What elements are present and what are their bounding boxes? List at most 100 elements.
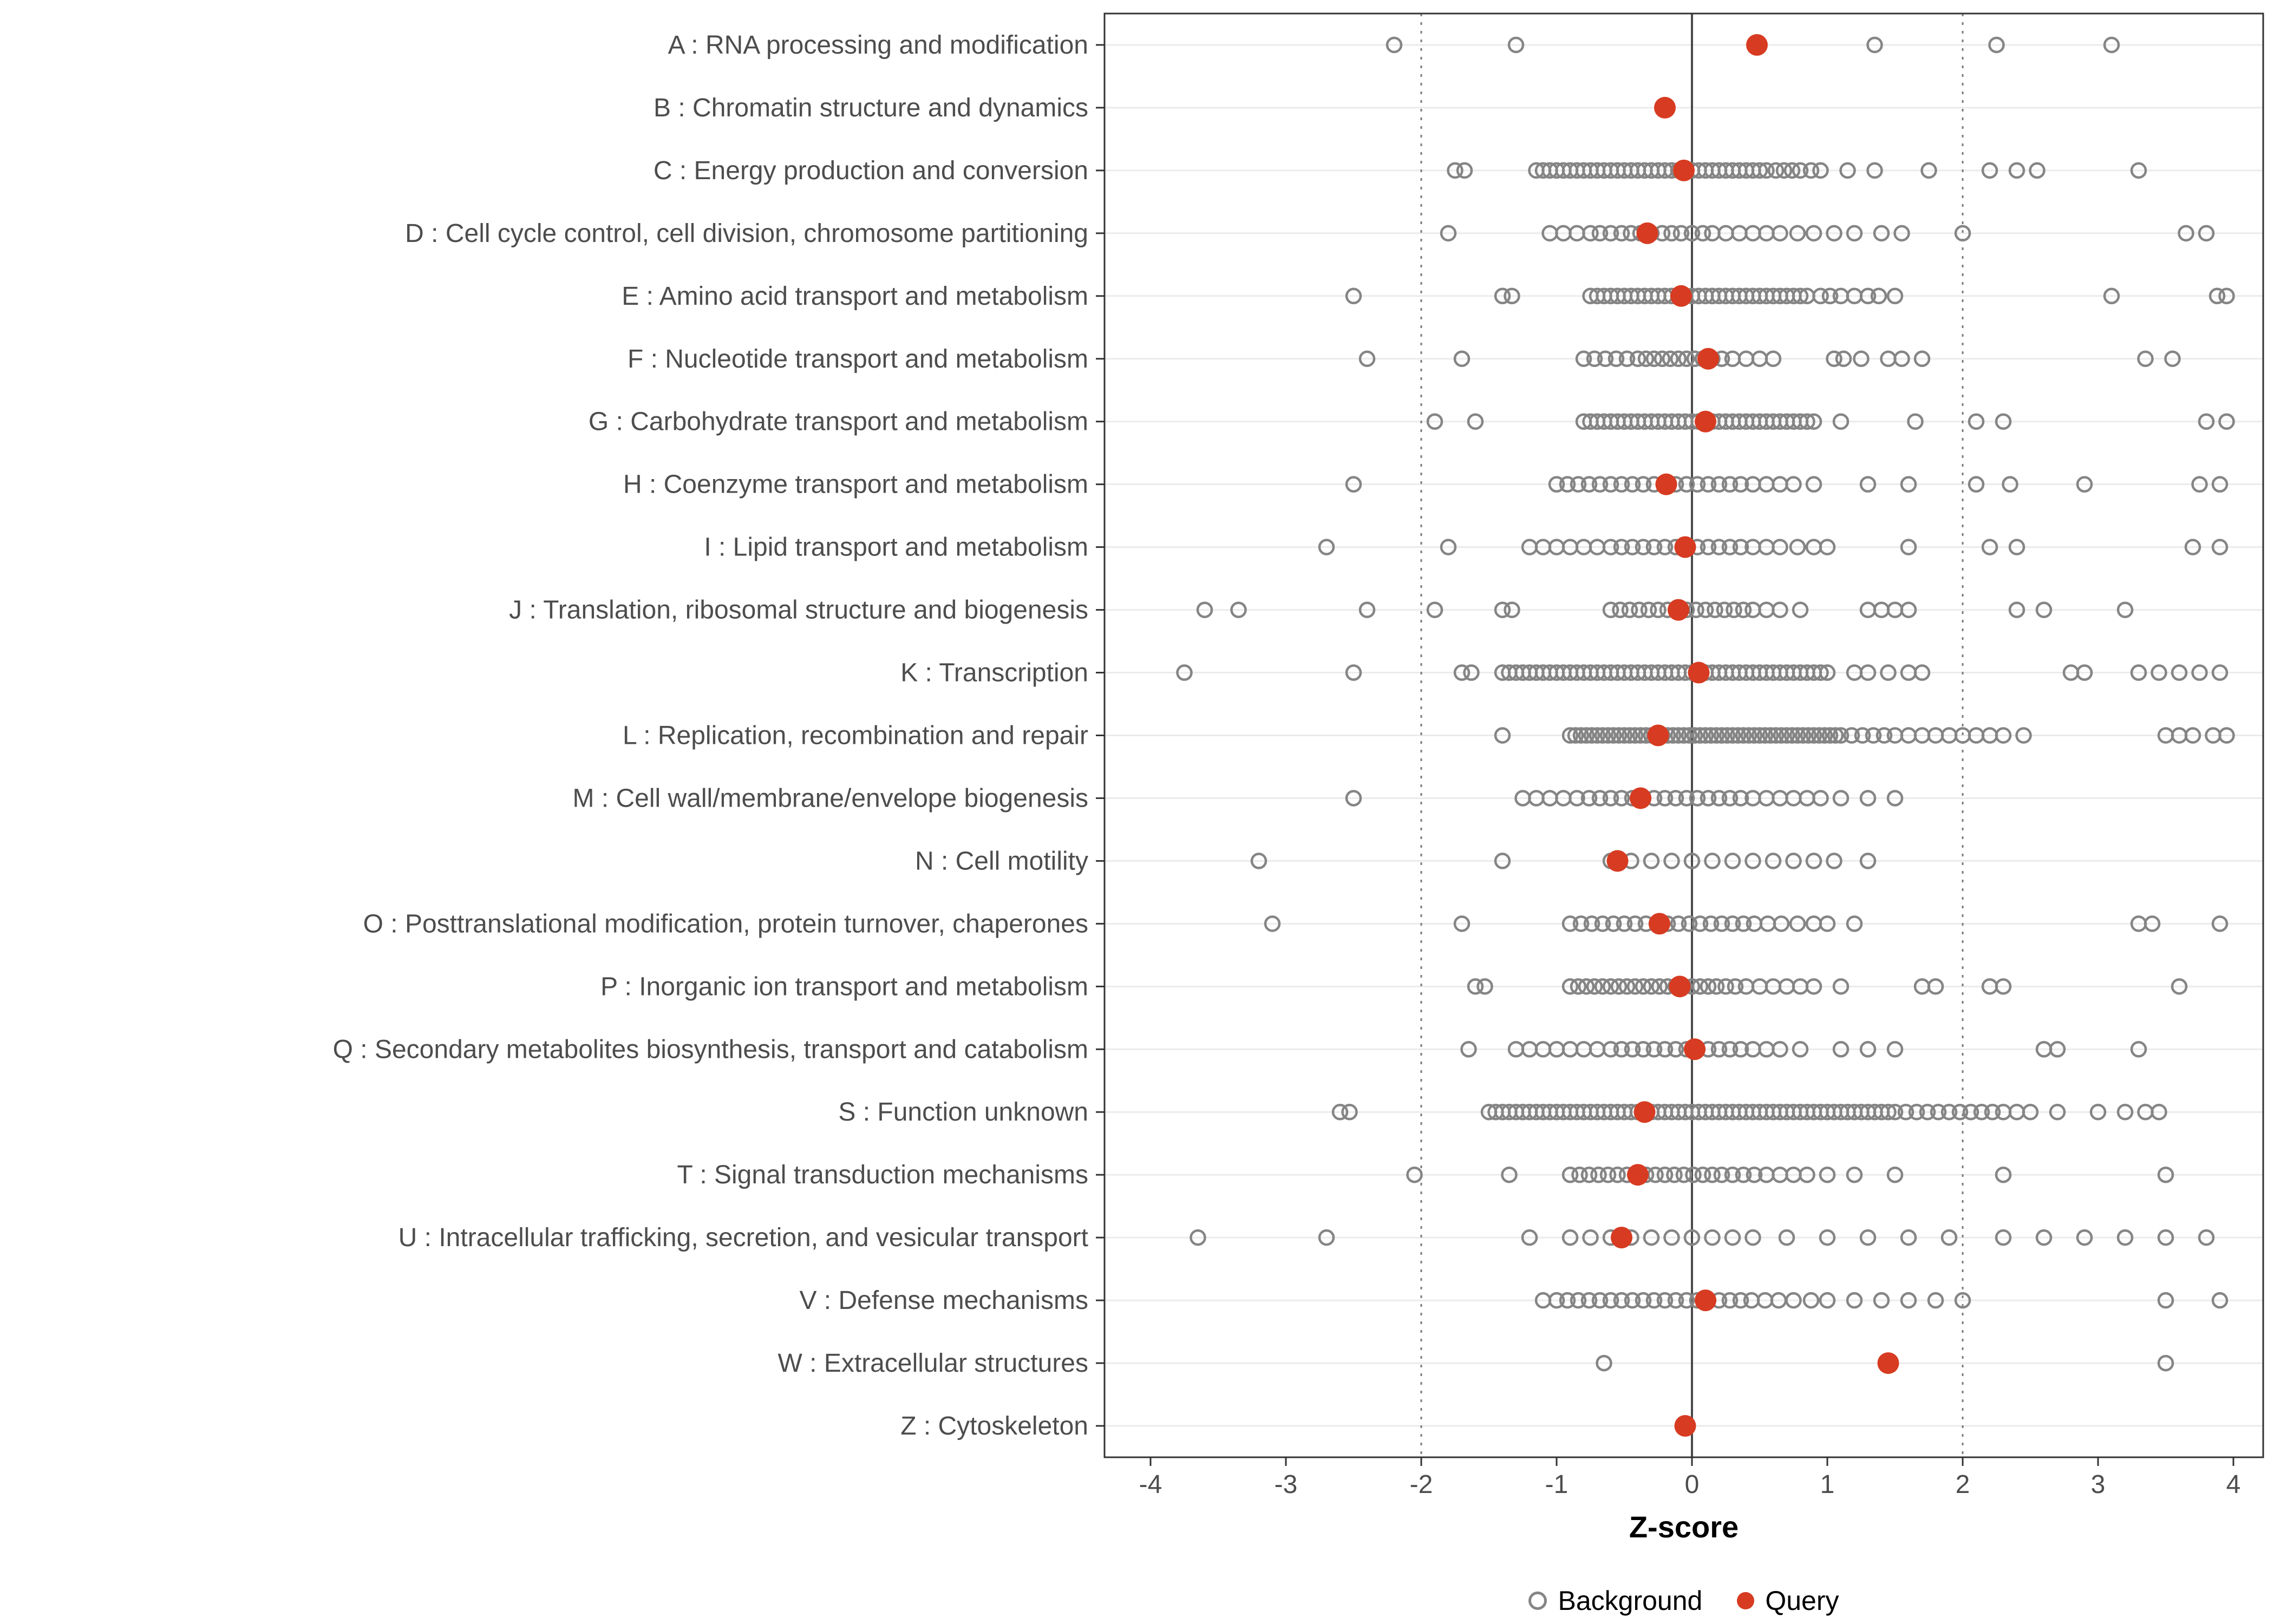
background-point [1870,287,1887,305]
background-point [1819,1292,1836,1309]
background-point [1995,727,2012,744]
background-point [1767,162,1785,179]
background-point [1717,978,1734,995]
background-point [1196,601,1213,618]
query-point [1669,975,1691,998]
background-point [2171,664,2188,681]
background-point [1954,225,1971,242]
background-point [1230,601,1247,618]
background-point [1656,1166,1674,1183]
query-point [1746,34,1768,56]
x-tick-label: 3 [2091,1470,2106,1499]
background-point [1358,350,1376,368]
background-point [1596,1354,1612,1372]
background-point [2218,287,2235,305]
background-point [1984,1103,2001,1121]
background-point [1447,162,1463,179]
background-point [1900,476,1917,493]
query-point [1636,222,1658,244]
background-point [1645,539,1663,555]
background-point [1318,1229,1335,1246]
background-point [1667,1292,1684,1309]
background-point [1995,1166,2012,1183]
query-point [1655,473,1677,495]
background-point [1732,1292,1749,1309]
background-point [1700,978,1717,995]
background-point [1453,915,1471,932]
background-point [1264,915,1281,932]
background-point [1832,1041,1850,1058]
background-point [1707,601,1723,618]
background-point [1675,1166,1693,1183]
background-point [1853,350,1870,368]
x-tick-label: -3 [1275,1470,1298,1499]
query-point [1684,1038,1706,1060]
query-point [1673,159,1695,181]
background-point [1805,853,1822,869]
category-label: Q : Secondary metabolites biosynthesis, … [333,1035,1088,1064]
background-point [1819,1229,1836,1246]
background-point [1765,853,1782,869]
background-point [1724,1166,1741,1183]
background-point [1962,1103,1979,1121]
background-point [1691,978,1709,995]
background-point [2157,1166,2174,1183]
background-point [1569,790,1585,807]
background-point [1678,476,1695,493]
query-point [1695,1289,1716,1312]
background-point [1591,790,1609,807]
background-point [1785,853,1802,869]
background-point [1744,1229,1761,1246]
background-point [1624,1041,1641,1058]
background-point [2164,350,2181,368]
background-point [1968,413,1985,430]
background-point [1835,350,1852,368]
background-point [2130,664,2147,681]
background-point [1599,727,1617,744]
category-label: E : Amino acid transport and metabolism [622,282,1088,311]
background-point [1602,601,1619,618]
background-point [2211,664,2229,681]
query-point [1670,285,1692,307]
background-point [1954,1292,1971,1309]
background-point [1746,1166,1763,1183]
background-point [1792,1041,1809,1058]
background-point [1624,476,1641,493]
background-point [1819,664,1836,681]
background-point [1859,1229,1877,1246]
background-point [1583,727,1600,744]
background-point [1785,476,1802,493]
background-point [1345,790,1362,807]
background-point [2116,601,2134,618]
background-point [1586,978,1603,995]
query-point-icon [1737,1592,1755,1609]
background-point [1821,287,1839,305]
background-point [1767,727,1785,744]
background-point [2191,476,2208,493]
background-point [1580,790,1598,807]
query-point [1647,724,1669,746]
background-point [1880,1103,1897,1121]
background-point [1839,162,1856,179]
background-point [1859,664,1877,681]
background-point [1613,539,1630,555]
background-point [1773,915,1790,932]
legend-background-label: Background [1558,1586,1703,1616]
background-point [1735,601,1752,618]
background-point-icon [1528,1592,1547,1610]
background-point [2137,350,2154,368]
background-point [1789,727,1806,744]
background-point [1727,978,1744,995]
background-point [1602,1292,1619,1309]
background-point [1318,539,1335,555]
query-point [1688,662,1710,684]
category-label: A : RNA processing and modification [668,31,1088,60]
background-point [2049,1103,2066,1121]
background-point [1729,727,1747,744]
background-point [1631,601,1648,618]
background-point [2076,476,2093,493]
background-point [1708,727,1725,744]
background-point [2157,1229,2174,1246]
category-label: J : Translation, ribosomal structure and… [509,596,1088,625]
background-point [1616,727,1633,744]
